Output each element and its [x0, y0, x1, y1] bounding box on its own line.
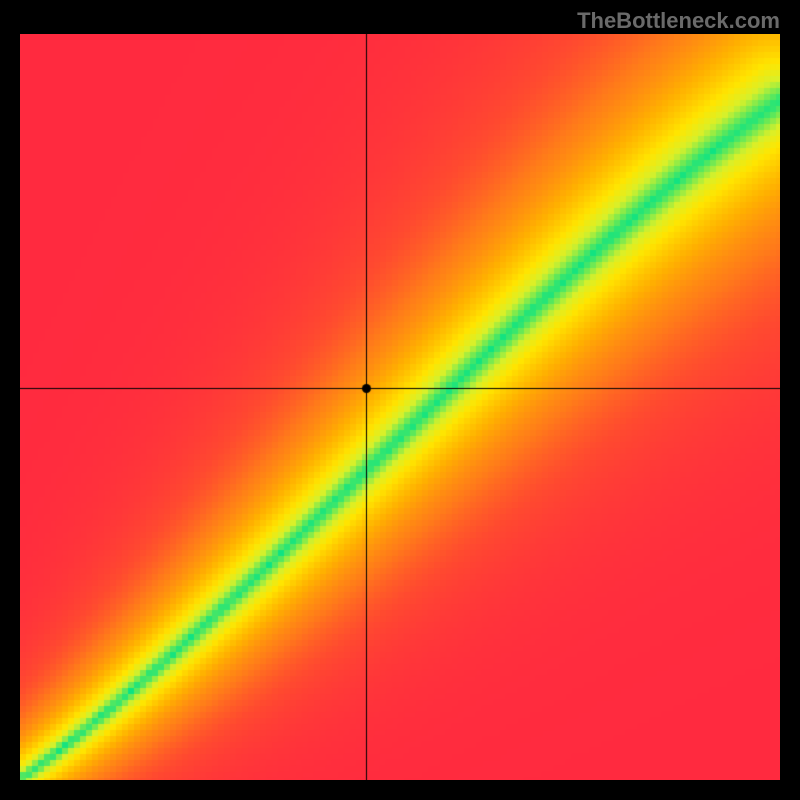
bottleneck-heatmap-canvas	[20, 34, 780, 780]
plot-area	[20, 34, 780, 780]
watermark-text: TheBottleneck.com	[577, 8, 780, 34]
image-root: TheBottleneck.com	[0, 0, 800, 800]
